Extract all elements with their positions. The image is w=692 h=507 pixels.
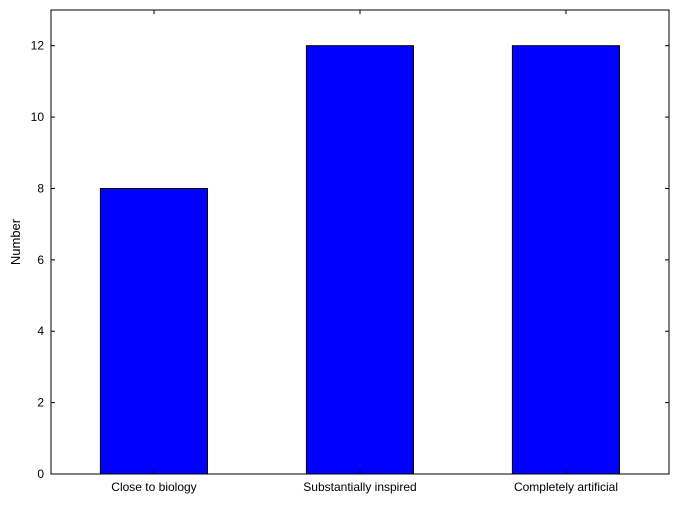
bar-2 [511, 45, 621, 475]
y-axis-ticks: 0 2 4 6 8 10 12 [31, 39, 669, 481]
y-tick-label: 0 [37, 467, 44, 481]
x-tick-label: Substantially inspired [303, 480, 416, 494]
x-axis-ticks: Close to biology Substantially inspired Co… [111, 10, 618, 494]
y-tick-label: 2 [37, 396, 44, 410]
y-tick-label: 12 [31, 39, 45, 53]
bar-1 [305, 45, 414, 475]
y-tick-label: 8 [37, 181, 44, 195]
plot-frame [50, 9, 670, 475]
y-tick-label: 10 [31, 110, 45, 124]
y-tick-label: 6 [37, 253, 44, 267]
x-tick-label: Close to biology [111, 480, 196, 494]
bar-0 [99, 188, 208, 475]
y-axis-label: Number [8, 218, 23, 265]
bars-group [99, 45, 621, 475]
x-tick-label: Completely artificial [514, 480, 618, 494]
y-tick-label: 4 [37, 324, 44, 338]
